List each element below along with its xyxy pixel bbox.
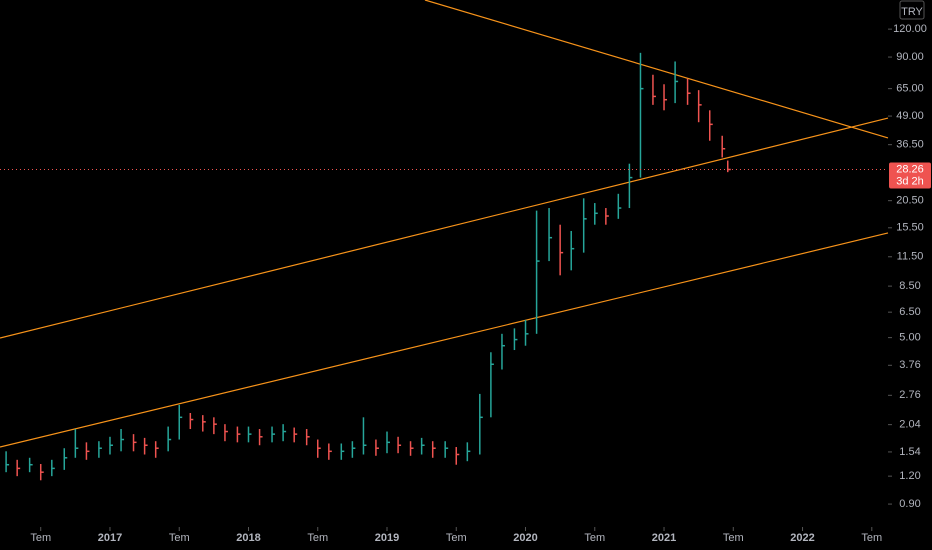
price-axis-bg — [888, 0, 932, 550]
x-tick-label: Tem — [169, 532, 190, 544]
y-tick-label: 2.76 — [899, 389, 920, 401]
y-tick-label: 0.90 — [899, 498, 920, 510]
x-tick-label: 2020 — [513, 532, 537, 544]
trend-line — [0, 232, 889, 448]
x-tick-label: Tem — [446, 532, 467, 544]
currency-label: TRY — [901, 6, 923, 18]
y-tick-label: 20.50 — [896, 195, 924, 207]
x-tick-label: Tem — [723, 532, 744, 544]
y-tick-label: 49.00 — [896, 110, 924, 122]
y-tick-label: 65.00 — [896, 83, 924, 95]
x-tick-label: 2017 — [98, 532, 122, 544]
y-tick-label: 120.00 — [893, 23, 927, 35]
y-tick-label: 5.00 — [899, 332, 920, 344]
plot-area — [0, 0, 889, 481]
x-tick-label: Tem — [584, 532, 605, 544]
trend-line — [0, 117, 889, 339]
y-tick-label: 1.54 — [899, 446, 920, 458]
x-tick-label: 2022 — [790, 532, 814, 544]
y-tick-label: 8.50 — [899, 280, 920, 292]
x-tick-label: 2019 — [375, 532, 399, 544]
trend-line — [424, 0, 889, 139]
x-tick-label: Tem — [307, 532, 328, 544]
y-tick-label: 1.20 — [899, 470, 920, 482]
y-tick-label: 15.50 — [896, 222, 924, 234]
y-tick-label: 11.50 — [897, 251, 924, 263]
x-tick-label: 2021 — [652, 532, 676, 544]
countdown-label: 3d 2h — [896, 175, 924, 187]
last-price-label: 28.26 — [896, 163, 924, 175]
y-tick-label: 2.04 — [899, 419, 920, 431]
y-tick-label: 6.50 — [899, 306, 920, 318]
last-price-box — [889, 162, 931, 189]
y-tick-label: 3.76 — [899, 359, 920, 371]
y-tick-label: 90.00 — [896, 51, 924, 63]
y-tick-label: 36.50 — [896, 139, 924, 151]
x-tick-label: Tem — [30, 532, 51, 544]
x-tick-label: Tem — [861, 532, 882, 544]
x-tick-label: 2018 — [236, 532, 260, 544]
currency-box — [899, 0, 925, 20]
